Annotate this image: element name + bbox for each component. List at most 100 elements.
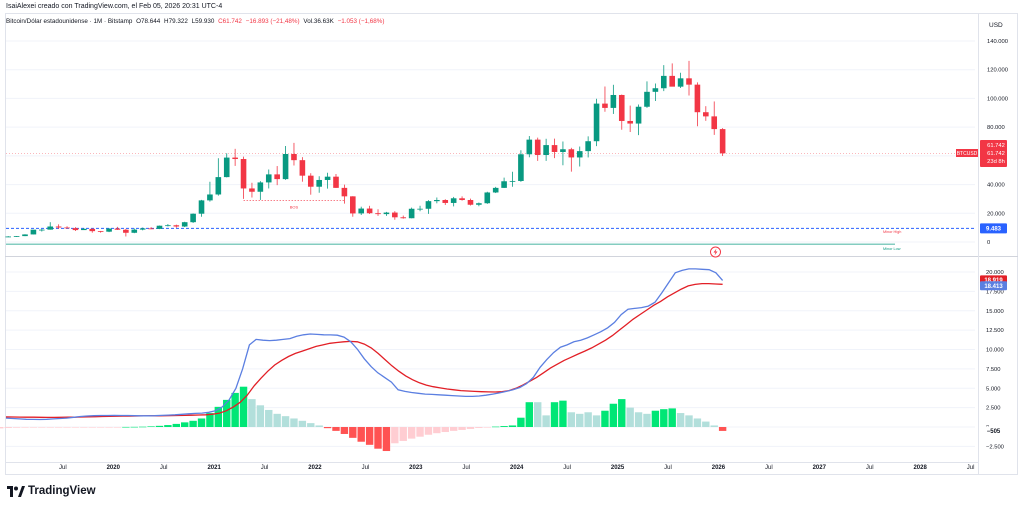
price-candle[interactable] (274, 166, 280, 186)
price-candle[interactable] (316, 176, 322, 193)
price-candle[interactable] (358, 206, 365, 216)
price-candle[interactable] (366, 205, 373, 215)
price-candle[interactable] (64, 226, 70, 229)
price-candle[interactable] (476, 202, 482, 207)
price-candle[interactable] (30, 229, 37, 235)
price-candle[interactable] (450, 196, 457, 207)
price-candle[interactable] (223, 153, 230, 178)
price-candle[interactable] (417, 205, 423, 212)
price-candle[interactable] (181, 221, 188, 228)
price-candle[interactable] (249, 182, 255, 198)
price-candle[interactable] (652, 83, 659, 102)
price-candle[interactable] (106, 228, 112, 233)
price-candle[interactable] (694, 82, 701, 127)
price-candle[interactable] (81, 227, 87, 231)
price-candle[interactable] (501, 177, 507, 189)
price-candle[interactable] (610, 84, 617, 114)
macd-histogram-bar (265, 409, 273, 427)
price-candle[interactable] (484, 191, 491, 204)
price-candle[interactable] (635, 104, 642, 136)
price-candle[interactable] (299, 157, 306, 182)
price-candle[interactable] (686, 60, 692, 96)
symbol-legend[interactable]: Bitcoin/Dólar estadounidense · 1M · Bits… (6, 18, 386, 25)
price-candle[interactable] (123, 228, 129, 237)
price-candle[interactable] (291, 142, 297, 166)
price-candle[interactable] (434, 197, 440, 204)
price-candle[interactable] (509, 171, 516, 187)
price-candle[interactable] (576, 146, 583, 167)
price-candle[interactable] (232, 148, 238, 166)
price-candle[interactable] (669, 63, 675, 87)
price-candle[interactable] (55, 224, 62, 229)
price-candle[interactable] (383, 211, 390, 216)
price-candle[interactable] (660, 65, 667, 92)
candle-body (375, 213, 381, 215)
price-candle[interactable] (341, 184, 348, 204)
price-candle[interactable] (526, 136, 533, 158)
price-candle[interactable] (400, 215, 407, 219)
price-candle[interactable] (627, 105, 633, 133)
price-candle[interactable] (392, 211, 398, 220)
price-candle[interactable] (602, 86, 608, 112)
macd-histogram-bar (584, 412, 592, 427)
symbol-name[interactable]: Bitcoin/Dólar estadounidense · 1M · Bits… (6, 18, 133, 25)
price-candle[interactable] (165, 224, 171, 227)
price-candle[interactable] (568, 147, 575, 172)
price-candle[interactable] (207, 181, 213, 202)
price-candle[interactable] (282, 145, 289, 180)
price-candle[interactable] (711, 101, 718, 135)
price-candle[interactable] (492, 186, 499, 194)
price-candle[interactable] (551, 138, 558, 159)
price-candle[interactable] (156, 225, 163, 230)
price-candle[interactable] (593, 98, 600, 147)
price-candle[interactable] (173, 224, 180, 228)
price-candle[interactable] (677, 72, 684, 88)
price-candle[interactable] (89, 228, 96, 233)
price-candle[interactable] (618, 94, 625, 130)
price-candle[interactable] (240, 156, 247, 199)
price-candle[interactable] (442, 199, 449, 205)
price-candle[interactable] (375, 209, 381, 216)
candle-body (131, 229, 138, 233)
macd-histogram-bar (592, 415, 601, 427)
price-candle[interactable] (307, 173, 314, 195)
price-candle[interactable] (543, 138, 549, 161)
candle-body (307, 175, 314, 187)
price-candle[interactable] (215, 158, 222, 196)
price-candle[interactable] (148, 227, 154, 230)
price-candle[interactable] (13, 236, 20, 237)
price-candle[interactable] (72, 227, 79, 231)
price-candle[interactable] (408, 207, 415, 219)
price-candle[interactable] (47, 222, 54, 230)
price-candle[interactable] (257, 181, 264, 200)
price-candle[interactable] (131, 228, 138, 234)
price-candle[interactable] (585, 136, 591, 158)
price-candle[interactable] (114, 226, 121, 230)
price-candle[interactable] (719, 128, 726, 156)
price-candle[interactable] (198, 199, 205, 217)
price-candle[interactable] (139, 227, 146, 231)
price-candle[interactable] (333, 173, 339, 188)
price-candle[interactable] (5, 236, 11, 238)
price-candle[interactable] (425, 200, 432, 214)
price-candle[interactable] (467, 198, 474, 206)
price-candle[interactable] (644, 81, 650, 108)
candle-body (719, 129, 726, 154)
price-candle[interactable] (560, 141, 566, 166)
price-candle[interactable] (324, 172, 331, 189)
price-candle[interactable] (39, 229, 45, 232)
tradingview-logo[interactable]: TradingView (7, 485, 96, 497)
macd-histogram-bar (223, 399, 231, 427)
candle-body (30, 229, 37, 235)
price-candle[interactable] (350, 196, 356, 217)
price-candle[interactable] (459, 196, 465, 201)
candle-body (240, 159, 247, 189)
price-candle[interactable] (265, 169, 272, 189)
price-candle[interactable] (534, 137, 541, 161)
price-candle[interactable] (22, 234, 28, 237)
price-candle[interactable] (518, 150, 524, 182)
price-candle[interactable] (703, 106, 709, 121)
price-candle[interactable] (97, 230, 104, 233)
price-candle[interactable] (190, 213, 196, 223)
